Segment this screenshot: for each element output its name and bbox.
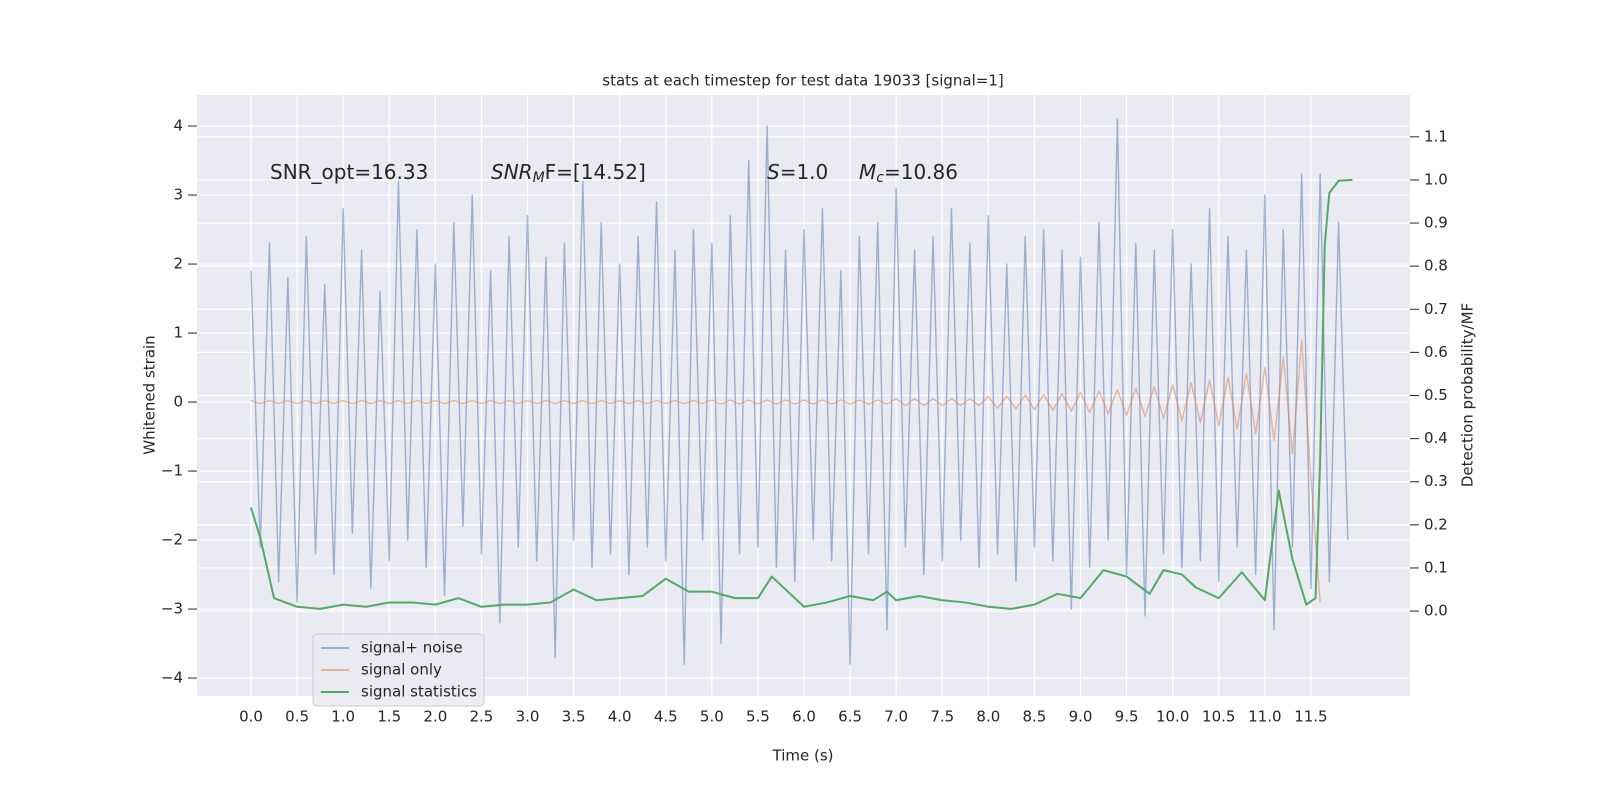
y-tick-label: −4 xyxy=(161,669,183,687)
x-tick-label: 3.5 xyxy=(562,708,586,726)
chart-title: stats at each timestep for test data 190… xyxy=(602,72,1003,90)
annotation-part: M xyxy=(859,160,876,184)
x-tick-label: 6.0 xyxy=(792,708,816,726)
x-tick-label: 0.5 xyxy=(285,708,309,726)
y-tick-label: −1 xyxy=(161,462,183,480)
y2-tick-label: 1.1 xyxy=(1424,127,1448,145)
x-tick-label: 0.0 xyxy=(239,708,263,726)
x-axis-label: Time (s) xyxy=(772,747,834,765)
series-line xyxy=(250,178,1353,610)
y2-tick-label: 0.4 xyxy=(1424,429,1448,447)
annotation-part: S xyxy=(767,160,780,184)
y2-tick-label: 0.5 xyxy=(1424,386,1448,404)
x-tick-label: 5.0 xyxy=(700,708,724,726)
annotation: S=1.0 xyxy=(767,160,828,184)
y2-tick-label: 0.1 xyxy=(1424,558,1448,576)
y2-tick-label: 0.6 xyxy=(1424,343,1448,361)
y-tick-label: 4 xyxy=(173,117,183,135)
y2-tick-label: 0.2 xyxy=(1424,515,1448,533)
x-tick-label: 1.5 xyxy=(377,708,401,726)
legend-label: signal only xyxy=(361,661,442,679)
y-tick-label: 2 xyxy=(173,255,183,273)
annotation-part: =10.86 xyxy=(884,160,958,184)
y-tick-label: −2 xyxy=(161,531,183,549)
x-tick-label: 2.5 xyxy=(469,708,493,726)
y2-axis-label: Detection probability/MF xyxy=(1459,303,1477,487)
y-axis-label: Whitened strain xyxy=(141,335,159,454)
y2-tick-label: 0.3 xyxy=(1424,472,1448,490)
annotation-part: =1.0 xyxy=(780,160,829,184)
x-tick-label: 2.0 xyxy=(423,708,447,726)
annotation-part: F=[14.52] xyxy=(545,160,646,184)
legend-label: signal statistics xyxy=(361,683,477,701)
x-tick-label: 5.5 xyxy=(746,708,770,726)
legend-label: signal+ noise xyxy=(361,639,463,657)
y2-tick-label: 1.0 xyxy=(1424,170,1448,188)
series-line xyxy=(250,339,1321,603)
annotation-part: M xyxy=(533,170,545,186)
x-tick-label: 11.5 xyxy=(1294,708,1327,726)
x-tick-label: 1.0 xyxy=(331,708,355,726)
y2-tick-label: 0.9 xyxy=(1424,214,1448,232)
annotation-part: SNR_opt=16.33 xyxy=(270,160,428,184)
y-tick-label: −3 xyxy=(161,600,183,618)
x-tick-label: 4.0 xyxy=(608,708,632,726)
series-line xyxy=(250,118,1349,665)
y2-tick-label: 0.7 xyxy=(1424,300,1448,318)
annotation-part: c xyxy=(876,170,884,186)
y-tick-label: 3 xyxy=(173,186,183,204)
y2-tick-label: 0.0 xyxy=(1424,602,1448,620)
x-tick-label: 8.5 xyxy=(1022,708,1046,726)
y2-tick-label: 0.8 xyxy=(1424,257,1448,275)
annotation: Mc=10.86 xyxy=(859,160,958,187)
annotation-part: SNR xyxy=(491,160,533,184)
x-tick-label: 9.5 xyxy=(1115,708,1139,726)
x-tick-label: 3.0 xyxy=(516,708,540,726)
marks xyxy=(250,118,1353,665)
x-tick-label: 9.0 xyxy=(1069,708,1093,726)
x-tick-label: 4.5 xyxy=(654,708,678,726)
x-tick-label: 7.5 xyxy=(930,708,954,726)
x-tick-label: 6.5 xyxy=(838,708,862,726)
x-tick-label: 8.0 xyxy=(976,708,1000,726)
x-tick-label: 11.0 xyxy=(1248,708,1281,726)
annotation: SNRMF=[14.52] xyxy=(491,160,646,187)
y-tick-label: 1 xyxy=(173,324,183,342)
legend-box xyxy=(312,633,485,707)
x-tick-label: 7.0 xyxy=(884,708,908,726)
x-tick-label: 10.0 xyxy=(1156,708,1189,726)
x-tick-label: 10.5 xyxy=(1202,708,1235,726)
y-tick-label: 0 xyxy=(173,393,183,411)
annotation: SNR_opt=16.33 xyxy=(270,160,428,184)
